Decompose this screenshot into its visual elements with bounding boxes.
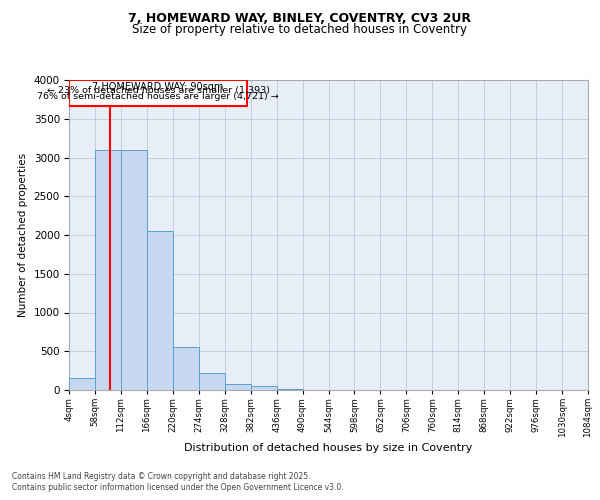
Y-axis label: Number of detached properties: Number of detached properties bbox=[18, 153, 28, 317]
Bar bbox=[147, 231, 173, 390]
Bar bbox=[199, 374, 224, 390]
Bar bbox=[225, 384, 251, 390]
Text: Size of property relative to detached houses in Coventry: Size of property relative to detached ho… bbox=[133, 24, 467, 36]
Bar bbox=[69, 378, 95, 390]
Bar bbox=[251, 386, 277, 390]
Text: Contains public sector information licensed under the Open Government Licence v3: Contains public sector information licen… bbox=[12, 483, 344, 492]
Text: 7, HOMEWARD WAY, BINLEY, COVENTRY, CV3 2UR: 7, HOMEWARD WAY, BINLEY, COVENTRY, CV3 2… bbox=[128, 12, 472, 26]
Text: 76% of semi-detached houses are larger (4,721) →: 76% of semi-detached houses are larger (… bbox=[37, 92, 279, 100]
Bar bbox=[173, 346, 199, 390]
Text: Contains HM Land Registry data © Crown copyright and database right 2025.: Contains HM Land Registry data © Crown c… bbox=[12, 472, 311, 481]
Text: ← 23% of detached houses are smaller (1,393): ← 23% of detached houses are smaller (1,… bbox=[47, 86, 269, 95]
X-axis label: Distribution of detached houses by size in Coventry: Distribution of detached houses by size … bbox=[184, 443, 473, 453]
Text: 7 HOMEWARD WAY: 90sqm: 7 HOMEWARD WAY: 90sqm bbox=[92, 82, 224, 92]
Bar bbox=[95, 150, 121, 390]
Bar bbox=[121, 150, 147, 390]
Bar bbox=[277, 389, 302, 390]
Bar bbox=[69, 80, 247, 106]
